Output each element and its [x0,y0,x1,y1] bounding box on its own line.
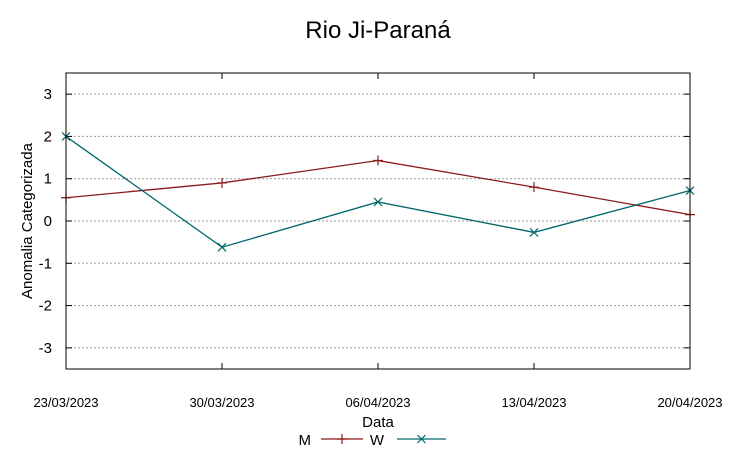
data-point-M [373,155,383,166]
legend-label-W: W [370,432,385,449]
data-point-M [529,182,539,193]
y-axis-label: Anomalia Categorizada [19,142,36,299]
x-tick-label: 30/03/2023 [189,395,254,410]
legend-marker-W [417,434,426,444]
data-point-W [217,242,227,252]
series-line-W [65,135,691,248]
series-group [61,132,695,252]
plot-frame [65,72,691,370]
x-tick-label: 23/03/2023 [33,395,98,410]
data-point-W [373,197,383,207]
data-point-M [217,177,227,188]
legend-label-M: M [299,432,312,449]
x-axis-ticks: 23/03/2023 30/03/2023 06/04/2023 13/04/2023… [33,73,723,410]
y-tick-label: -3 [39,340,52,357]
y-tick-label: -1 [39,255,52,272]
y-tick-label: 3 [44,86,52,103]
x-tick-label: 13/04/2023 [501,395,566,410]
y-tick-label: 0 [44,213,52,230]
chart-title: Rio Ji-Paraná [305,17,451,44]
y-tick-label: 1 [44,171,52,188]
x-tick-label: 06/04/2023 [345,395,410,410]
legend-marker-M [337,434,347,444]
grid-lines [66,93,690,349]
series-line-M [65,159,691,216]
x-tick-label: 20/04/2023 [657,395,722,410]
x-axis-label: Data [362,414,394,431]
y-tick-label: 2 [44,128,52,145]
data-point-W [529,227,539,237]
y-tick-label: -2 [39,298,52,315]
y-axis-ticks: -3 -2 -1 0 1 2 3 [39,86,690,357]
